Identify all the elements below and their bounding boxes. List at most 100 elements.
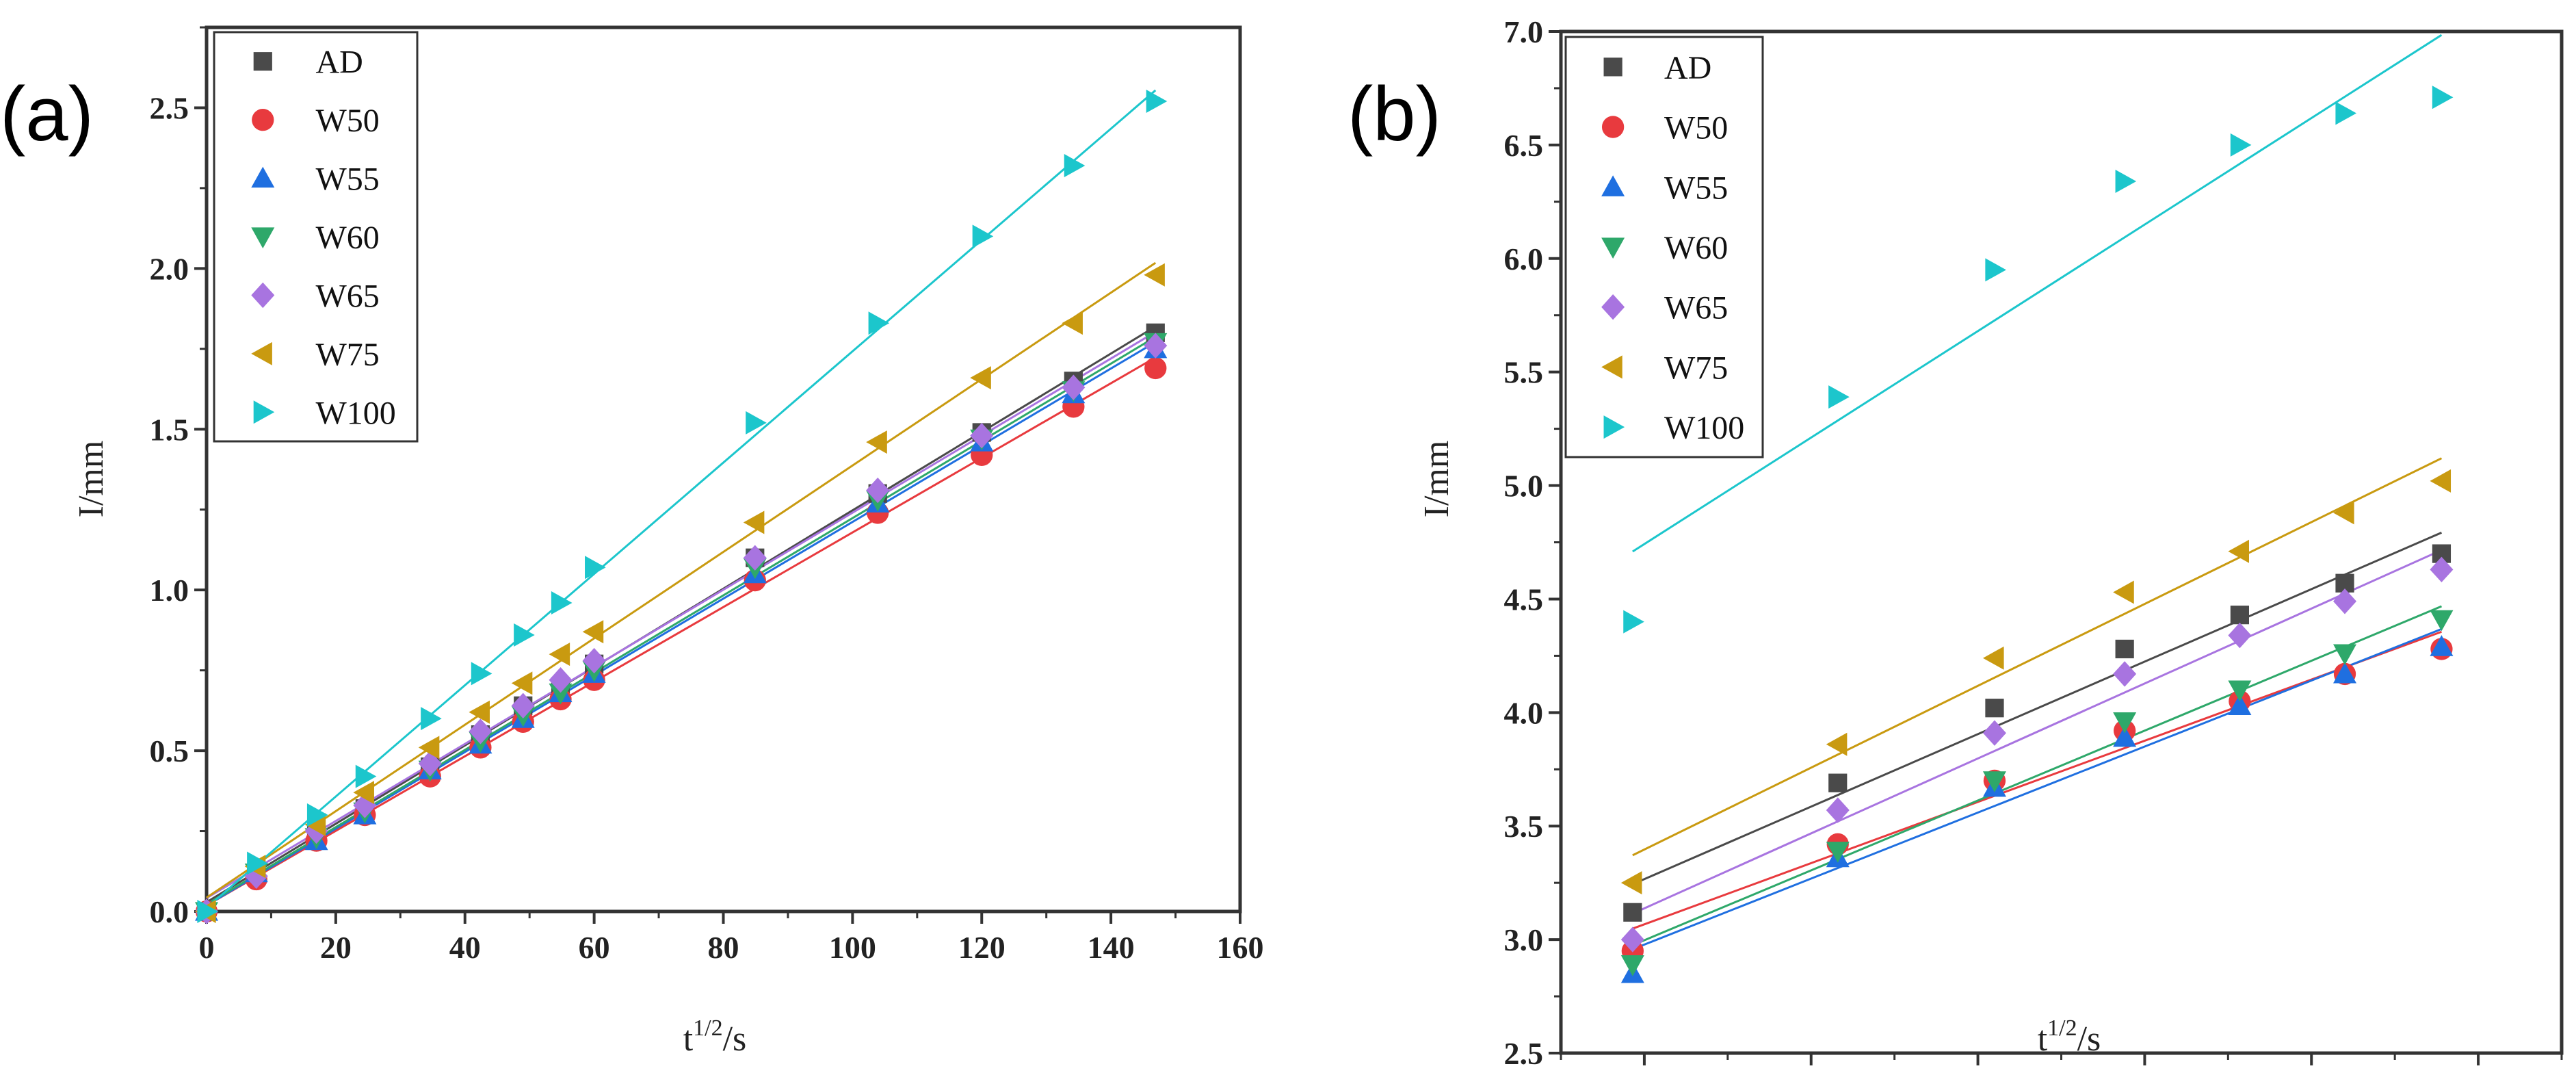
data-point-w100 [2335, 101, 2357, 125]
data-point-w100 [1146, 90, 1168, 114]
data-point-w75 [1826, 732, 1848, 756]
data-point-w65 [2430, 556, 2454, 583]
series-w100 [197, 90, 1168, 923]
x-axis-label-unit: /s [723, 1020, 747, 1059]
data-point-w100 [355, 764, 377, 788]
legend-label: W55 [1664, 170, 1728, 206]
data-point-w65 [2113, 661, 2137, 687]
legend-marker-w60 [251, 227, 275, 248]
data-point-w65 [2228, 622, 2252, 649]
data-point-w60 [1982, 771, 2006, 792]
data-point-w60 [2113, 712, 2137, 734]
legend-label: W50 [1664, 110, 1728, 146]
legend-marker-w50 [1601, 116, 1625, 138]
data-point-w100 [1064, 154, 1086, 178]
data-point-w75 [743, 510, 765, 534]
y-tick-label: 1.5 [150, 412, 189, 447]
legend-marker-w65 [1601, 294, 1625, 320]
data-point-w75 [1144, 263, 1165, 287]
data-point-w75 [2228, 539, 2250, 563]
legend-label: W100 [316, 395, 396, 431]
x-tick-label: 20 [320, 930, 352, 965]
y-tick-label: 1.0 [150, 573, 189, 608]
data-point-ad [1985, 699, 2004, 718]
chart-panel-b: (b) 300 400 500 600 700 800 2.5 3.0 3.5 4.0 4.5 5.0 5… [1348, 14, 2564, 1075]
data-point-w100 [868, 311, 890, 335]
data-point-w60 [1826, 842, 1850, 863]
data-point-w100 [514, 623, 535, 647]
x-axis-label-sup: 1/2 [2047, 1015, 2077, 1041]
legend: AD W50 W55 W60 W65 W75 W100 [213, 31, 419, 443]
y-axis-label: I/mm [72, 441, 111, 518]
legend: AD W50 W55 W60 W65 W75 W100 [1564, 36, 1764, 458]
y-tick-label: 4.0 [1504, 695, 1544, 730]
fit-line-w55 [1632, 627, 2442, 950]
legend-label: W75 [1664, 350, 1728, 386]
data-point-w65 [582, 647, 606, 674]
x-tick-label: 600 [2121, 1072, 2168, 1075]
series-w55 [1620, 635, 2454, 983]
data-point-w65 [2333, 588, 2357, 614]
data-point-w100 [746, 411, 767, 435]
data-point-w75 [582, 620, 604, 644]
data-point-w75 [1620, 871, 1642, 895]
data-point-ad [2230, 606, 2250, 625]
legend-marker-w75 [1601, 355, 1622, 379]
data-point-w60 [2228, 680, 2252, 702]
x-axis-label-base: t [2038, 1020, 2048, 1059]
data-point-w65 [1620, 927, 1644, 953]
series-w100 [1623, 86, 2454, 634]
legend-marker-ad [253, 52, 272, 71]
panel-label: (a) [0, 71, 94, 157]
data-point-w60 [2333, 644, 2357, 666]
y-tick-label: 0.5 [150, 734, 189, 768]
data-point-w75 [2430, 469, 2452, 493]
x-tick-label: 700 [2288, 1072, 2335, 1075]
legend-marker-w65 [251, 282, 275, 309]
data-point-w100 [972, 224, 994, 248]
x-tick-label: 800 [2455, 1072, 2502, 1075]
data-point-w60 [549, 683, 573, 705]
data-point-w75 [1982, 646, 2004, 670]
data-point-w55 [2228, 694, 2252, 715]
x-axis-label-sup: 1/2 [693, 1015, 722, 1041]
data-point-w75 [866, 430, 887, 454]
series-w65 [1620, 556, 2454, 953]
fit-line-w65 [1632, 549, 2443, 915]
legend-marker-w55 [251, 166, 275, 188]
data-point-w100 [1623, 610, 1644, 634]
data-point-w75 [970, 366, 991, 390]
legend-label: W60 [316, 220, 380, 256]
data-point-w100 [2230, 133, 2252, 157]
legend-marker-ad [1603, 57, 1622, 77]
y-tick-label: 2.5 [1504, 1036, 1544, 1071]
panel-label: (b) [1348, 71, 1441, 157]
legend-marker-w50 [252, 108, 274, 131]
x-tick-label: 120 [958, 930, 1006, 965]
y-tick-label: 3.5 [1504, 809, 1544, 844]
data-point-w75 [1062, 311, 1083, 335]
y-tick-label: 5.5 [1504, 355, 1544, 390]
data-point-w75 [511, 671, 533, 695]
legend-marker-w55 [1601, 175, 1625, 196]
data-point-w100 [551, 591, 573, 614]
x-axis-label-unit: /s [2077, 1020, 2101, 1059]
data-point-w65 [1982, 720, 2006, 746]
data-point-w65 [418, 751, 442, 777]
data-point-ad [2115, 639, 2134, 659]
x-tick-label: 100 [829, 930, 876, 965]
data-point-w55 [2113, 725, 2137, 747]
legend-label: W65 [316, 278, 380, 314]
legend-box [213, 31, 419, 443]
data-point-w65 [1062, 374, 1086, 400]
fit-line-ad [1632, 531, 2443, 885]
legend-label: W50 [316, 103, 380, 139]
data-point-w100 [585, 556, 606, 580]
data-point-w75 [2333, 501, 2354, 525]
legend-label: W100 [1664, 410, 1744, 446]
data-point-w65 [549, 667, 573, 693]
data-point-w65 [511, 692, 535, 719]
chart-panel-a: (a) 0 20 40 60 80 100 120 140 160 0.0 0.5 1.0 1.5 2.0 2… [0, 25, 1264, 1059]
x-tick-label: 0 [199, 930, 215, 965]
